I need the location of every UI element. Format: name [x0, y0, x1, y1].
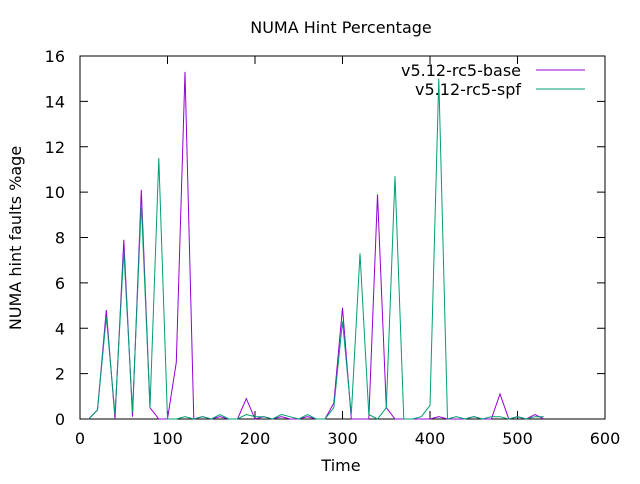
legend-label: v5.12-rc5-spf [415, 80, 521, 99]
y-tick-label: 2 [55, 365, 65, 384]
y-tick-label: 10 [45, 183, 65, 202]
x-tick-label: 0 [75, 429, 85, 448]
y-tick-label: 0 [55, 410, 65, 429]
series-line-v5.12-rc5-base [88, 71, 545, 420]
y-axis-label: NUMA hint faults %age [6, 146, 25, 330]
plot-border [79, 55, 606, 420]
x-tick-label: 200 [240, 429, 271, 448]
x-tick-label: 100 [152, 429, 183, 448]
y-tick-label: 12 [45, 138, 65, 157]
series-group [88, 71, 545, 420]
x-tick-label: 500 [502, 429, 533, 448]
y-tick-label: 8 [55, 229, 65, 248]
axes: 0 100 200 300 400 500 600 0 2 4 6 8 10 12 14 16 [45, 47, 621, 448]
x-tick-label: 300 [327, 429, 358, 448]
y-tick-label: 14 [45, 92, 65, 111]
x-tick-label: 400 [415, 429, 446, 448]
x-tick-label: 600 [590, 429, 621, 448]
series-line-v5.12-rc5-spf [88, 78, 544, 420]
y-tick-label: 16 [45, 47, 65, 66]
legend-label: v5.12-rc5-base [401, 61, 521, 80]
y-tick-label: 6 [55, 274, 65, 293]
y-tick-label: 4 [55, 319, 65, 338]
chart-title: NUMA Hint Percentage [250, 18, 432, 37]
x-axis-label: Time [320, 456, 360, 475]
